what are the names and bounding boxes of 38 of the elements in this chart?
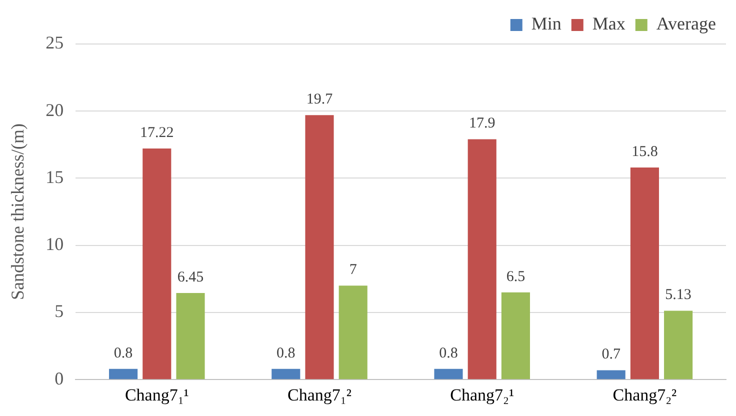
x-tick-label: Chang7₁² bbox=[288, 385, 352, 404]
y-tick-label: 25 bbox=[46, 32, 64, 53]
data-label: 5.13 bbox=[665, 287, 692, 304]
data-label: 6.45 bbox=[177, 269, 204, 286]
y-tick-label: 0 bbox=[54, 368, 64, 388]
data-label: 19.7 bbox=[306, 92, 334, 108]
data-label: 0.8 bbox=[276, 345, 296, 362]
bar bbox=[501, 292, 530, 380]
bar bbox=[142, 148, 172, 380]
data-label: 17.22 bbox=[140, 124, 174, 141]
bar bbox=[305, 115, 334, 380]
legend-label: Average bbox=[656, 14, 716, 34]
legend-label: Min bbox=[531, 14, 562, 34]
bar bbox=[272, 368, 300, 380]
x-tick-label: Chang7₁¹ bbox=[124, 385, 189, 404]
y-tick-label: 20 bbox=[46, 100, 64, 120]
x-tick-label: Chang7₂¹ bbox=[450, 385, 514, 404]
y-axis-title: Sandstone thickness/(m) bbox=[8, 124, 28, 300]
data-label: 7 bbox=[349, 262, 358, 278]
bar bbox=[176, 293, 205, 380]
legend-label: Max bbox=[592, 14, 626, 34]
bar bbox=[468, 139, 496, 380]
bar bbox=[434, 368, 463, 380]
bar bbox=[338, 286, 368, 380]
data-label: 6.5 bbox=[506, 268, 526, 285]
data-label: 17.9 bbox=[468, 116, 496, 132]
bar bbox=[630, 168, 659, 380]
bar bbox=[664, 310, 693, 380]
data-label: 0.7 bbox=[602, 346, 621, 363]
x-tick-label: Chang7₂² bbox=[612, 385, 677, 404]
bar bbox=[109, 368, 138, 380]
data-label: 0.8 bbox=[439, 345, 458, 362]
y-tick-label: 10 bbox=[46, 234, 64, 254]
data-label: 0.8 bbox=[114, 345, 133, 362]
bar bbox=[596, 370, 626, 380]
y-tick-label: 5 bbox=[54, 301, 64, 322]
y-tick-label: 15 bbox=[46, 166, 64, 187]
data-label: 15.8 bbox=[632, 144, 658, 160]
